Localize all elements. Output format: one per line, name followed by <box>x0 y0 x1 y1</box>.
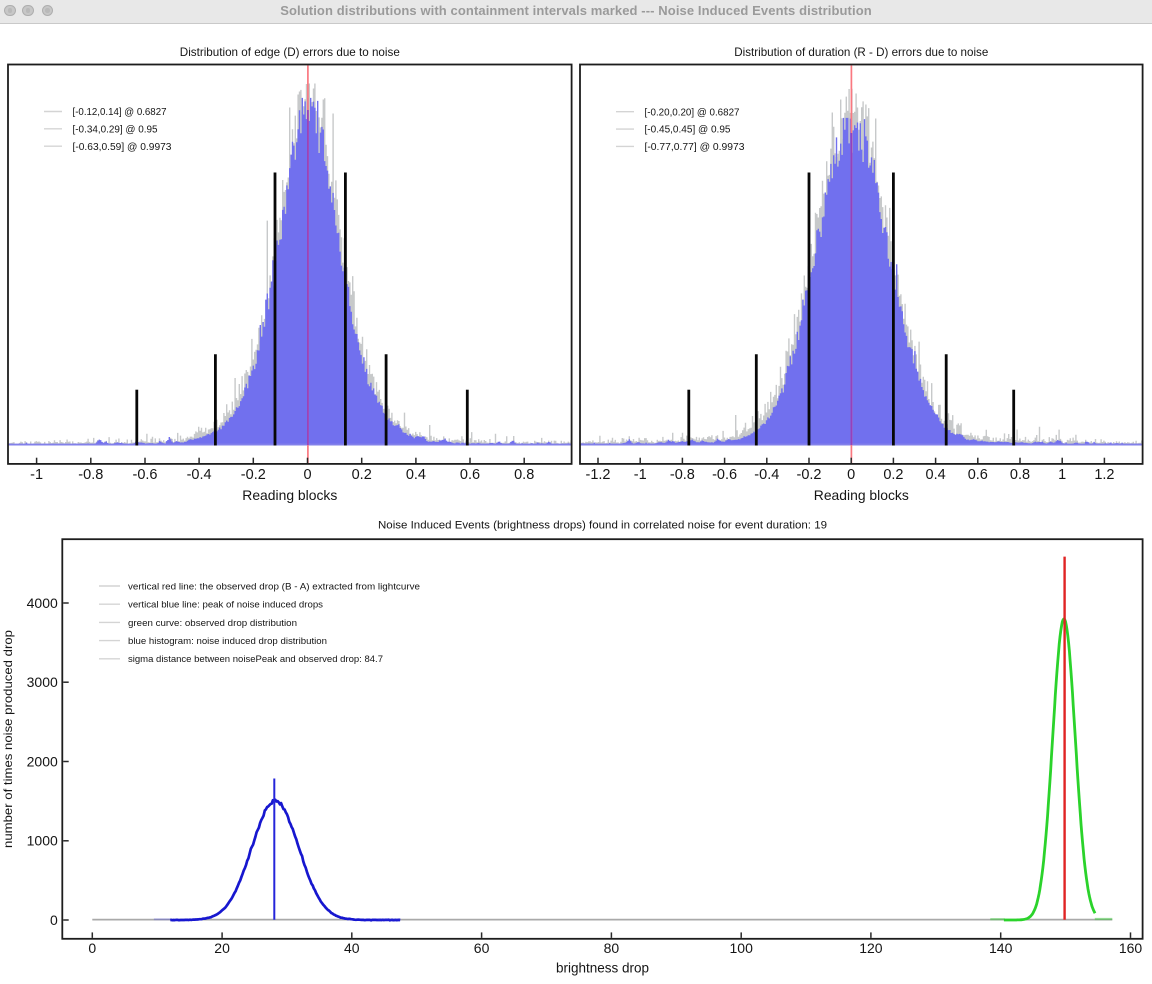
svg-text:80: 80 <box>604 940 620 956</box>
svg-text:[-0.12,0.14] @ 0.6827: [-0.12,0.14] @ 0.6827 <box>73 107 167 118</box>
svg-text:0: 0 <box>303 467 311 483</box>
svg-text:vertical blue line: peak of no: vertical blue line: peak of noise induce… <box>128 600 323 611</box>
svg-text:Reading blocks: Reading blocks <box>814 488 909 503</box>
svg-text:number of times noise produced: number of times noise produced drop <box>1 630 15 848</box>
svg-text:sigma distance between noisePe: sigma distance between noisePeak and obs… <box>128 654 383 665</box>
svg-text:40: 40 <box>344 940 360 956</box>
svg-text:-1: -1 <box>30 467 43 483</box>
svg-text:-0.6: -0.6 <box>712 467 737 483</box>
svg-text:0.2: 0.2 <box>352 467 372 483</box>
svg-text:Distribution of duration (R -: Distribution of duration (R - D) errors … <box>734 45 988 59</box>
svg-text:0: 0 <box>50 912 58 928</box>
svg-text:brightness drop: brightness drop <box>556 961 649 976</box>
svg-text:2000: 2000 <box>27 753 58 769</box>
svg-text:-1.2: -1.2 <box>586 467 611 483</box>
svg-text:[-0.34,0.29] @ 0.95: [-0.34,0.29] @ 0.95 <box>73 124 158 135</box>
svg-text:1000: 1000 <box>27 833 58 849</box>
svg-text:0: 0 <box>88 940 96 956</box>
svg-text:blue histogram: noise induced: blue histogram: noise induced drop distr… <box>128 636 327 647</box>
svg-text:Reading blocks: Reading blocks <box>242 488 337 503</box>
svg-text:1: 1 <box>1058 467 1066 483</box>
svg-text:0: 0 <box>847 467 855 483</box>
svg-text:0.6: 0.6 <box>968 467 988 483</box>
svg-text:0.8: 0.8 <box>514 467 534 483</box>
svg-text:3000: 3000 <box>27 674 58 690</box>
svg-text:-0.4: -0.4 <box>754 467 779 483</box>
svg-text:Noise Induced Events (brightne: Noise Induced Events (brightness drops) … <box>378 520 827 532</box>
svg-text:0.8: 0.8 <box>1010 467 1030 483</box>
svg-text:[-0.45,0.45] @ 0.95: [-0.45,0.45] @ 0.95 <box>645 125 731 136</box>
svg-text:[-0.63,0.59] @ 0.9973: [-0.63,0.59] @ 0.9973 <box>73 142 172 153</box>
svg-text:Distribution of edge (D) error: Distribution of edge (D) errors due to n… <box>180 45 400 59</box>
svg-text:green curve: observed drop dis: green curve: observed drop distribution <box>128 618 297 629</box>
svg-text:20: 20 <box>214 940 230 956</box>
svg-text:-0.6: -0.6 <box>133 467 158 483</box>
svg-text:-0.8: -0.8 <box>78 467 103 483</box>
svg-text:0.2: 0.2 <box>883 467 903 483</box>
svg-text:vertical red line: the observe: vertical red line: the observed drop (B … <box>128 581 420 592</box>
svg-text:-0.2: -0.2 <box>241 467 266 483</box>
svg-text:0.6: 0.6 <box>460 467 480 483</box>
svg-text:60: 60 <box>474 940 490 956</box>
svg-text:[-0.77,0.77] @ 0.9973: [-0.77,0.77] @ 0.9973 <box>645 142 745 153</box>
svg-text:120: 120 <box>859 940 883 956</box>
svg-text:0.4: 0.4 <box>406 467 426 483</box>
svg-text:0.4: 0.4 <box>926 467 946 483</box>
svg-text:140: 140 <box>989 940 1013 956</box>
svg-text:4000: 4000 <box>27 595 58 611</box>
svg-text:-0.4: -0.4 <box>187 467 212 483</box>
svg-text:-1: -1 <box>634 467 647 483</box>
svg-text:160: 160 <box>1119 940 1143 956</box>
svg-text:-0.8: -0.8 <box>670 467 695 483</box>
svg-text:[-0.20,0.20] @ 0.6827: [-0.20,0.20] @ 0.6827 <box>645 107 740 118</box>
svg-text:1.2: 1.2 <box>1094 467 1114 483</box>
svg-text:-0.2: -0.2 <box>797 467 822 483</box>
svg-text:100: 100 <box>730 940 754 956</box>
